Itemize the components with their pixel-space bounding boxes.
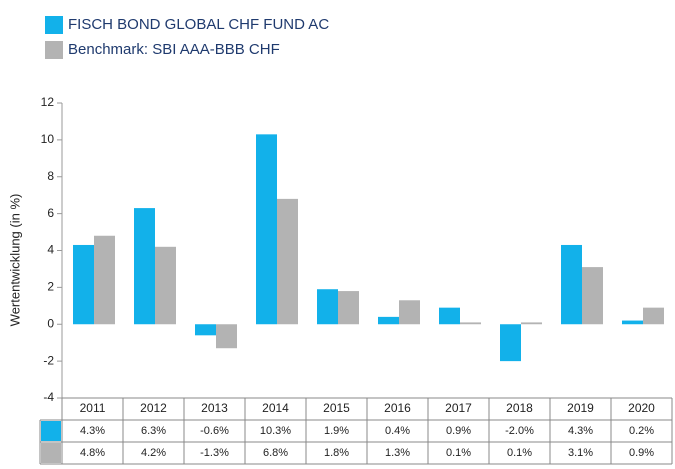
y-tick-label: 10 [41,132,55,146]
table-cell: 4.2% [141,447,166,459]
table-cell: -1.3% [200,447,229,459]
legend-swatch [45,16,63,34]
x-tick-label: 2014 [262,401,289,415]
table-cell: 0.1% [507,447,532,459]
x-tick-label: 2019 [567,401,594,415]
table-cell: 0.2% [629,425,654,437]
table-cell: 4.3% [80,425,105,437]
bar [399,300,420,325]
table-cell: 4.3% [568,425,593,437]
y-axis-label: Wertentwicklung (in %) [7,194,22,327]
table-swatch [41,443,61,463]
y-tick-label: 2 [47,280,54,294]
bar [643,307,664,325]
table-cell: 0.9% [629,447,654,459]
bar [338,291,359,325]
y-tick-label: 12 [41,95,55,109]
legend-label: FISCH BOND GLOBAL CHF FUND AC [68,16,329,33]
table-cell: -2.0% [505,425,534,437]
table-cell: 3.1% [568,447,593,459]
bar [561,244,582,325]
bar [134,208,155,325]
bar [195,324,216,336]
bar [155,246,176,325]
table-swatch [41,421,61,441]
y-tick-label: -2 [43,353,54,367]
table-cell: 0.9% [446,425,471,437]
x-tick-label: 2015 [323,401,350,415]
table-cell: 10.3% [260,425,291,437]
table-cell: 0.4% [385,425,410,437]
bar [216,324,237,349]
table-cell: -0.6% [200,425,229,437]
table-cell: 1.3% [385,447,410,459]
table-cell: 6.3% [141,425,166,437]
x-tick-label: 2011 [80,401,106,415]
bar [582,267,603,325]
x-tick-label: 2013 [201,401,228,415]
bar [622,320,643,325]
x-tick-label: 2020 [628,401,655,415]
legend-swatch [45,41,63,59]
x-tick-label: 2012 [140,401,167,415]
x-tick-label: 2016 [384,401,411,415]
bar [277,198,298,325]
y-tick-label: 8 [47,169,54,183]
table-cell: 6.8% [263,447,288,459]
bar [94,235,115,325]
bar [460,322,481,325]
bar [378,316,399,325]
x-tick-label: 2018 [506,401,533,415]
table-cell: 0.1% [446,447,471,459]
bar [73,244,94,325]
y-tick-label: 4 [47,243,54,257]
table-cell: 4.8% [80,447,105,459]
bar [500,324,521,362]
y-tick-label: 6 [47,206,54,220]
bar [439,307,460,325]
legend-label: Benchmark: SBI AAA-BBB CHF [68,41,280,58]
y-tick-label: -4 [43,390,54,404]
table-cell: 1.8% [324,447,349,459]
x-tick-label: 2017 [445,401,472,415]
bar [521,322,542,325]
bar [256,134,277,325]
y-tick-label: 0 [47,316,54,330]
bar [317,289,338,325]
table-cell: 1.9% [324,425,349,437]
